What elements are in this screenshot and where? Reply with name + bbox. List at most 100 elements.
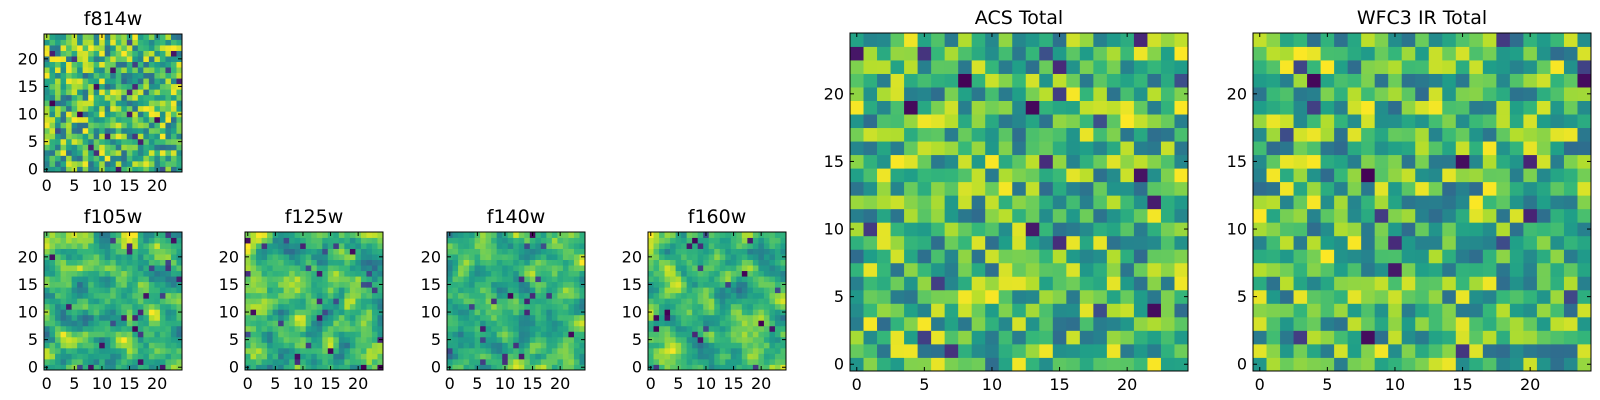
heatmap-cell bbox=[1347, 141, 1362, 156]
heatmap-cell bbox=[1361, 195, 1376, 210]
x-tick-label: 0 bbox=[42, 374, 52, 393]
heatmap-cell bbox=[736, 270, 743, 277]
heatmap-cell bbox=[1133, 195, 1148, 210]
heatmap-cell bbox=[55, 144, 61, 151]
heatmap-cell bbox=[917, 195, 932, 210]
heatmap-cell bbox=[944, 73, 959, 88]
heatmap-cell bbox=[60, 61, 67, 68]
heatmap-cell bbox=[132, 111, 139, 118]
heatmap-cell bbox=[780, 303, 787, 310]
heatmap-cell bbox=[148, 56, 155, 62]
heatmap-cell bbox=[686, 243, 693, 249]
heatmap-cell bbox=[1093, 46, 1108, 61]
heatmap-cell bbox=[154, 298, 161, 305]
heatmap-cell bbox=[327, 254, 334, 260]
heatmap-cell bbox=[88, 39, 95, 46]
heatmap-cell bbox=[708, 303, 715, 310]
heatmap-cell bbox=[305, 281, 312, 288]
heatmap-cell bbox=[126, 358, 133, 365]
heatmap-cell bbox=[154, 303, 161, 310]
heatmap-cell bbox=[49, 56, 56, 62]
heatmap-cell bbox=[1093, 289, 1108, 304]
heatmap-cell bbox=[1442, 33, 1457, 47]
heatmap-cell bbox=[752, 314, 759, 321]
heatmap-cell bbox=[137, 237, 144, 244]
heatmap-cell bbox=[44, 347, 50, 354]
heatmap-cell bbox=[452, 353, 459, 360]
heatmap-cell bbox=[93, 45, 100, 51]
heatmap-cell bbox=[502, 325, 509, 332]
heatmap-cell bbox=[143, 325, 150, 332]
heatmap-cell bbox=[165, 270, 172, 277]
heatmap-cell bbox=[529, 237, 536, 244]
heatmap-cell bbox=[1293, 100, 1308, 115]
heatmap-cell bbox=[278, 232, 285, 238]
heatmap-cell bbox=[71, 347, 78, 354]
heatmap-cell bbox=[730, 248, 737, 255]
heatmap-cell bbox=[670, 243, 676, 249]
heatmap-cell bbox=[1415, 100, 1430, 115]
heatmap-cell bbox=[653, 314, 660, 321]
heatmap-cell bbox=[349, 364, 356, 371]
heatmap-cell bbox=[458, 276, 464, 283]
heatmap-cell bbox=[736, 243, 743, 249]
heatmap-cell bbox=[1280, 235, 1294, 250]
heatmap-cell bbox=[529, 298, 536, 305]
heatmap-cell bbox=[863, 316, 878, 331]
heatmap-cell bbox=[850, 249, 864, 264]
heatmap-cell bbox=[1415, 262, 1430, 277]
heatmap-cell bbox=[366, 243, 373, 249]
heatmap-cell bbox=[338, 237, 345, 244]
heatmap-cell bbox=[931, 289, 946, 304]
heatmap-cell bbox=[890, 343, 905, 358]
heatmap-cell bbox=[49, 116, 56, 123]
heatmap-cell bbox=[143, 320, 150, 327]
heatmap-cell bbox=[890, 195, 905, 210]
heatmap-cell bbox=[333, 281, 340, 288]
heatmap-cell bbox=[1293, 289, 1308, 304]
heatmap-cell bbox=[480, 248, 487, 255]
heatmap-cell bbox=[1482, 330, 1497, 345]
heatmap-cell bbox=[524, 287, 531, 294]
heatmap-cell bbox=[1066, 235, 1081, 250]
heatmap-cell bbox=[338, 270, 345, 277]
heatmap-cell bbox=[681, 325, 688, 332]
heatmap-cell bbox=[480, 347, 487, 354]
heatmap-cell bbox=[349, 331, 356, 338]
heatmap-cell bbox=[747, 281, 754, 288]
heatmap-cell bbox=[355, 254, 362, 260]
heatmap-cell bbox=[447, 276, 453, 283]
heatmap-cell bbox=[99, 303, 106, 310]
heatmap-cell bbox=[507, 303, 514, 310]
heatmap-cell bbox=[1012, 168, 1027, 183]
heatmap-cell bbox=[77, 138, 84, 145]
heatmap-cell bbox=[447, 342, 453, 349]
heatmap-cell bbox=[77, 160, 84, 167]
heatmap-cell bbox=[88, 303, 95, 310]
heatmap-cell bbox=[289, 281, 296, 288]
heatmap-cell bbox=[322, 298, 329, 305]
heatmap-cell bbox=[1025, 100, 1040, 115]
heatmap-cell bbox=[769, 232, 776, 238]
heatmap-cell bbox=[143, 89, 150, 96]
heatmap-cell bbox=[714, 259, 721, 266]
heatmap-cell bbox=[1455, 33, 1470, 47]
heatmap-cell bbox=[165, 259, 172, 266]
heatmap-cell bbox=[719, 347, 726, 354]
heatmap-cell bbox=[1079, 141, 1094, 156]
heatmap-cell bbox=[524, 254, 531, 260]
heatmap-cell bbox=[1079, 181, 1094, 196]
heatmap-cell bbox=[573, 265, 580, 272]
heatmap-cell bbox=[176, 232, 183, 238]
heatmap-cell bbox=[1120, 181, 1135, 196]
heatmap-cell bbox=[736, 353, 743, 360]
heatmap-cell bbox=[877, 303, 891, 318]
heatmap-cell bbox=[469, 342, 475, 349]
heatmap-cell bbox=[1266, 289, 1281, 304]
heatmap-cell bbox=[371, 303, 378, 310]
axes-frame bbox=[43, 33, 183, 173]
heatmap-cell bbox=[557, 292, 564, 299]
heatmap-cell bbox=[1120, 127, 1135, 142]
heatmap-cell bbox=[958, 100, 973, 115]
heatmap-cell bbox=[99, 50, 106, 57]
